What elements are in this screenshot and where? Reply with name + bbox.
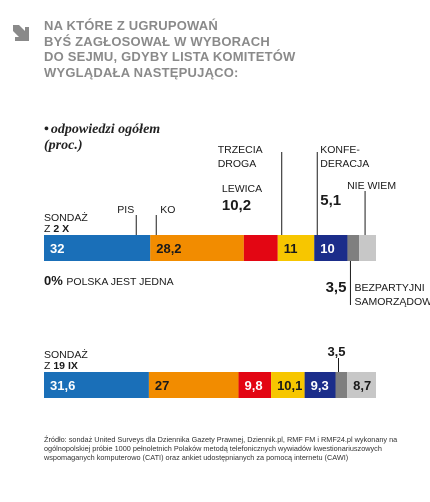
value-label: 10,2 (222, 197, 251, 214)
series-label: KO (160, 204, 175, 216)
data-label: 11 (284, 241, 298, 256)
heading-line: BYŚ ZAGŁOSOWAŁ W WYBORACH (44, 33, 270, 49)
heading-line: NA KTÓRE Z UGRUPOWAŃ (44, 18, 218, 33)
heading-line: WYGLĄDAŁA NASTĘPUJĄCO: (44, 64, 239, 80)
data-label: 28,2 (156, 241, 181, 256)
series-label: SAMORZĄDOWCY (354, 296, 430, 308)
subtitle-unit: (proc.) (44, 138, 83, 153)
series-label: DROGA (218, 158, 257, 170)
bar-segment (44, 372, 149, 398)
row-label: Z 2 X (44, 223, 69, 235)
bar-segment (148, 372, 239, 398)
value-label: 3,5 (327, 344, 345, 359)
bar-segment (277, 235, 315, 261)
bar-segment (314, 235, 348, 261)
series-label: PIS (117, 204, 134, 216)
data-label: 9,8 (245, 378, 263, 393)
bar-segment (271, 372, 305, 398)
series-label: DERACJA (320, 158, 369, 170)
bar-segment (347, 235, 360, 261)
bullet-icon: • (44, 122, 49, 137)
data-label: 31,6 (50, 378, 75, 393)
subtitle-line: odpowiedzi ogółem (50, 122, 161, 137)
value-label: 3,5 (326, 279, 347, 296)
value-label: 5,1 (320, 192, 341, 209)
arrow-down-right-icon (13, 25, 29, 41)
data-label: 32 (50, 241, 64, 256)
heading-line: DO SEJMU, GDYBY LISTA KOMITETÓW (44, 49, 296, 64)
bar-segment (150, 235, 244, 261)
row-label: SONDAŻ (44, 348, 88, 361)
bar-segment (44, 235, 151, 261)
bar-segment (347, 372, 376, 398)
data-label: 10 (320, 241, 334, 256)
data-label: 9,3 (311, 378, 329, 393)
data-label: 27 (155, 378, 169, 393)
row-label: SONDAŻ (44, 211, 88, 224)
bar-segment (359, 235, 376, 261)
data-label: 10,1 (277, 378, 302, 393)
data-label: 8,7 (353, 378, 371, 393)
series-label: TRZECIA (218, 144, 263, 156)
bar-segment (238, 372, 272, 398)
pj-annotation: 0% POLSKA JEST JEDNA (44, 273, 174, 288)
row-label: Z 19 IX (44, 360, 78, 372)
series-label: NIE WIEM (347, 180, 396, 192)
chart-subtitle: • odpowiedzi ogółem (proc.) (44, 122, 160, 154)
bar-segment (243, 235, 278, 261)
chart-heading: NA KTÓRE Z UGRUPOWAŃ BYŚ ZAGŁOSOWAŁ W WY… (44, 18, 344, 80)
source-note: Źródło: sondaż United Surveys dla Dzienn… (44, 435, 398, 463)
bar-segment (304, 372, 336, 398)
series-label: KONFE- (320, 144, 360, 156)
series-label: LEWICA (222, 183, 262, 195)
series-label: BEZPARTYJNI (354, 282, 424, 294)
bar-segment (335, 372, 348, 398)
